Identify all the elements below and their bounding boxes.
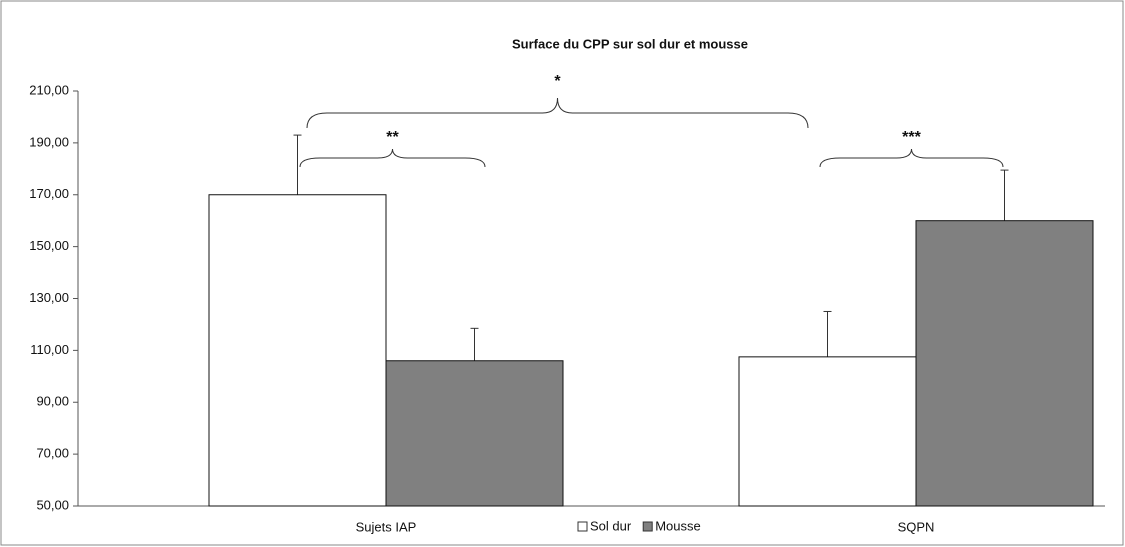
annotation: ** (386, 129, 399, 146)
y-tick-label: 90,00 (36, 394, 69, 409)
x-tick-label: Sujets IAP (356, 519, 417, 534)
y-tick-label: 210,00 (29, 82, 69, 97)
significance-brace (299, 148, 486, 168)
significance-brace (819, 148, 1004, 168)
x-tick-label: SQPN (898, 519, 935, 534)
y-tick-label: 170,00 (29, 186, 69, 201)
significance-brace (306, 97, 809, 129)
legend-swatch (577, 521, 588, 532)
annotation: *** (902, 129, 921, 146)
annotation: * (554, 73, 561, 90)
y-tick-label: 110,00 (30, 342, 69, 357)
bar (208, 194, 387, 507)
legend-swatch (642, 521, 653, 532)
y-tick-label: 130,00 (29, 290, 69, 305)
y-tick-label: 190,00 (29, 134, 69, 149)
bar (915, 220, 1094, 507)
y-tick-label: 70,00 (36, 446, 69, 461)
y-tick-label: 150,00 (29, 238, 69, 253)
chart-title: Surface du CPP sur sol dur et mousse (512, 36, 748, 51)
legend-label: Sol dur (590, 518, 632, 533)
bar (738, 356, 917, 507)
legend-label: Mousse (655, 518, 701, 533)
y-tick-label: 50,00 (36, 497, 69, 512)
bar (385, 360, 564, 507)
